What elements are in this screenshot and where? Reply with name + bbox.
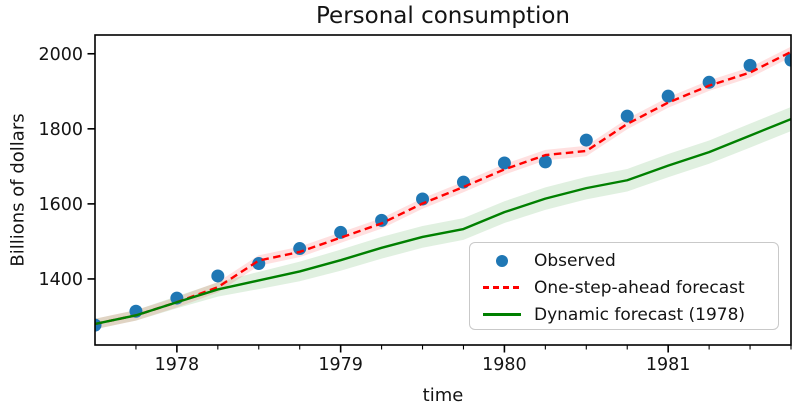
x-tick-label: 1981 — [646, 355, 691, 375]
data-group — [95, 46, 791, 332]
observed-dot-marker-icon — [479, 254, 525, 267]
dynamic-forecast-line — [95, 117, 791, 326]
x-axis-label: time — [422, 385, 464, 406]
dashed-line-marker-icon — [479, 286, 525, 289]
observed-point — [661, 89, 675, 103]
y-tick-label: 1400 — [38, 270, 83, 290]
observed-point — [538, 155, 552, 169]
axes-spines — [94, 34, 792, 346]
observed-point — [579, 133, 593, 147]
confidence-band — [95, 107, 791, 330]
chart-title: Personal consumption — [316, 3, 570, 29]
observed-point — [620, 109, 634, 123]
observed-point — [784, 53, 791, 67]
x-tick-label: 1979 — [318, 355, 363, 375]
confidence-band — [95, 46, 791, 330]
observed-point — [456, 175, 470, 189]
legend-item-one-step-ahead-forecast: One-step-ahead forecast — [479, 274, 778, 301]
x-tick-label: 1978 — [155, 355, 200, 375]
observed-point — [743, 58, 757, 72]
legend-label: Dynamic forecast (1978) — [534, 304, 746, 325]
y-tick-label: 1800 — [38, 120, 83, 140]
observed-point — [211, 269, 225, 283]
legend-item-observed: Observed — [479, 247, 778, 274]
y-axis-label: Billions of dollars — [7, 113, 29, 267]
legend-item-dynamic-forecast: Dynamic forecast (1978) — [479, 301, 778, 328]
y-tick-label: 1600 — [38, 195, 83, 215]
observed-point — [497, 156, 511, 170]
y-tick-label: 2000 — [38, 45, 83, 65]
x-tick-label: 1980 — [482, 355, 527, 375]
solid-line-marker-icon — [479, 313, 525, 316]
one-step-forecast-line — [95, 50, 791, 326]
legend-label: One-step-ahead forecast — [534, 277, 745, 298]
legend: Observed One-step-ahead forecast Dynamic… — [469, 242, 779, 330]
legend-label: Observed — [534, 250, 616, 271]
